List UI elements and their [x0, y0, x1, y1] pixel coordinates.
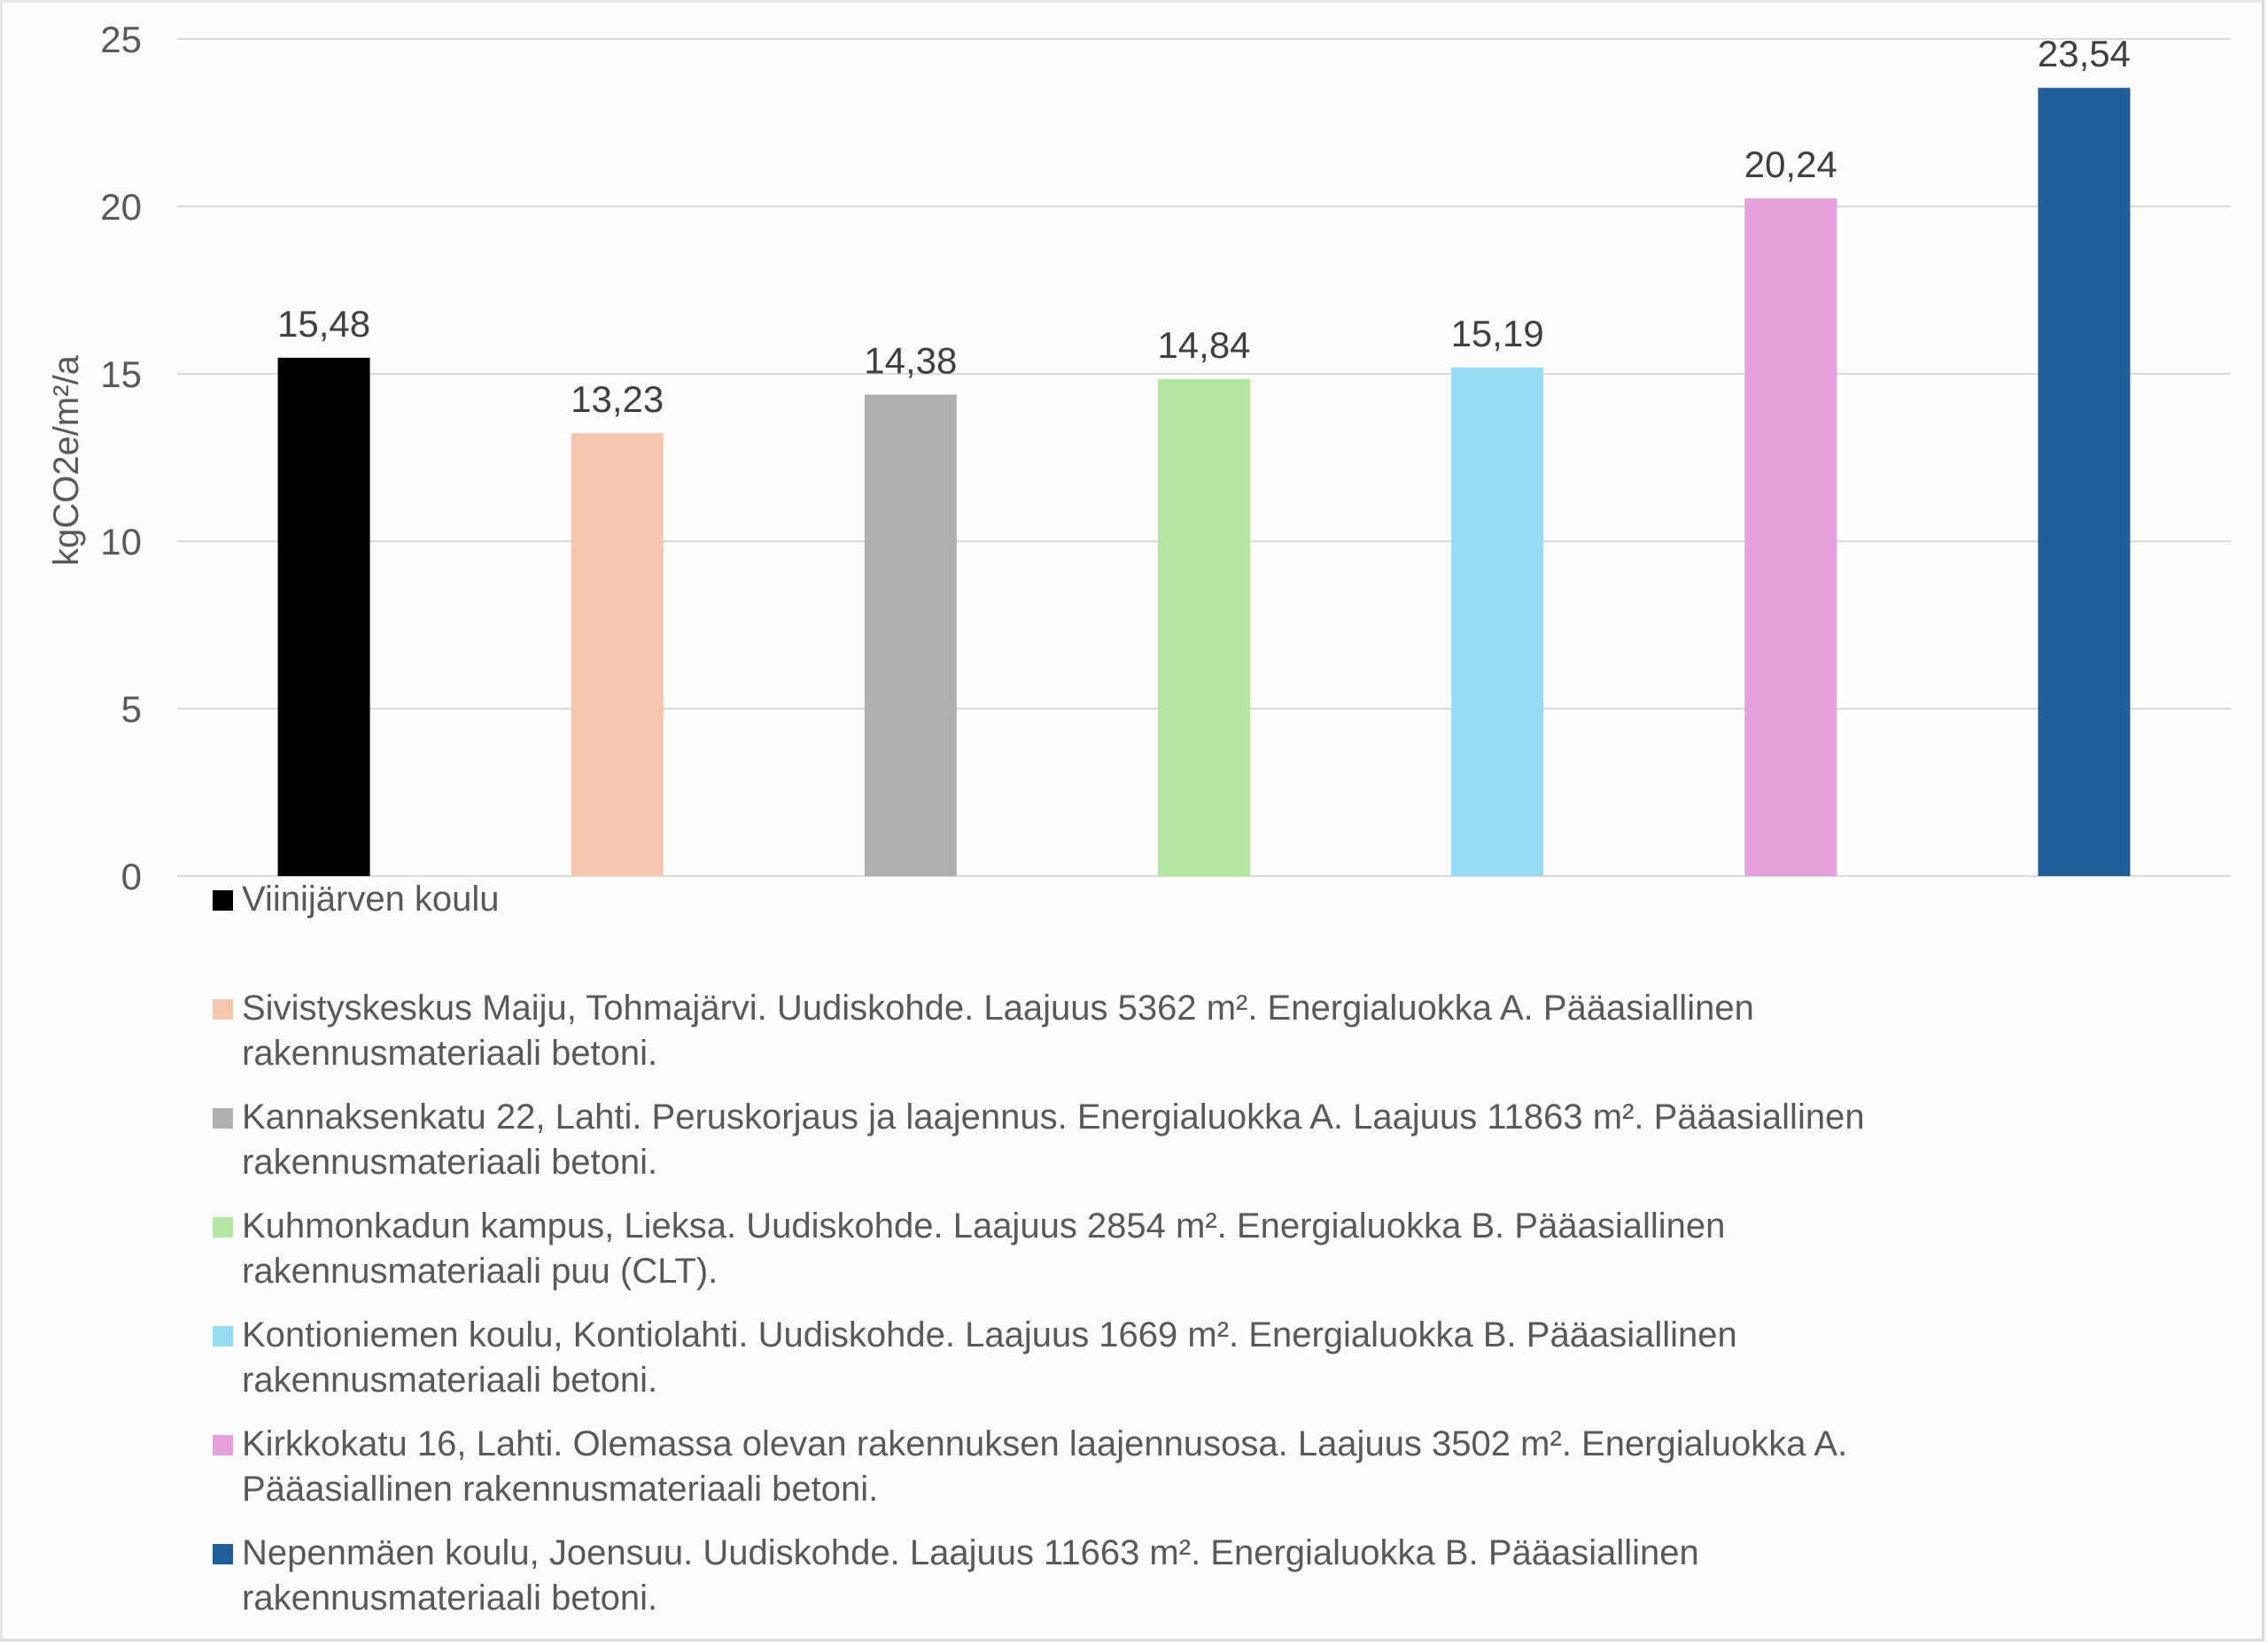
legend-item: Viinijärven koulu	[213, 877, 2206, 922]
legend-label-cont: rakennusmateriaali betoni.	[242, 1579, 658, 1618]
legend-label: Kannaksenkatu 22, Lahti. Peruskorjaus ja…	[242, 1098, 1865, 1137]
y-tick-label: 25	[100, 19, 142, 60]
legend-label: Sivistyskeskus Maiju, Tohmajärvi. Uudisk…	[242, 989, 1754, 1028]
legend-swatch	[213, 999, 233, 1020]
legend-label: Nepenmäen koulu, Joensuu. Uudiskohde. La…	[242, 1533, 1699, 1572]
data-label: 13,23	[571, 378, 664, 420]
bar	[864, 394, 957, 876]
legend-label: Kuhmonkadun kampus, Lieksa. Uudiskohde. …	[242, 1207, 1726, 1245]
bar	[2038, 88, 2131, 877]
bar	[571, 432, 664, 876]
data-label: 15,48	[277, 303, 370, 345]
y-tick-label: 5	[121, 688, 142, 730]
bar	[1744, 198, 1837, 877]
legend-item: Nepenmäen koulu, Joensuu. Uudiskohde. La…	[213, 1531, 2206, 1621]
data-label: 15,19	[1451, 313, 1544, 354]
legend-label-cont: Pääasiallinen rakennusmateriaali betoni.	[242, 1470, 879, 1509]
gridlines	[177, 38, 2231, 877]
legend-item: Kontioniemen koulu, Kontiolahti. Uudisko…	[213, 1313, 2206, 1403]
legend: Viinijärven koulu Sivistyskeskus Maiju, …	[213, 877, 2206, 1640]
legend-swatch	[213, 1326, 233, 1346]
bars	[277, 88, 2131, 877]
legend-swatch	[213, 1544, 233, 1564]
legend-item: Sivistyskeskus Maiju, Tohmajärvi. Uudisk…	[213, 986, 2206, 1076]
legend-swatch	[213, 1435, 233, 1455]
legend-swatch	[213, 1217, 233, 1238]
legend-label-cont: rakennusmateriaali betoni.	[242, 1143, 658, 1182]
legend-label: Kirkkokatu 16, Lahti. Olemassa olevan ra…	[242, 1424, 1848, 1463]
legend-item: Kuhmonkadun kampus, Lieksa. Uudiskohde. …	[213, 1204, 2206, 1294]
legend-label-cont: rakennusmateriaali betoni.	[242, 1361, 658, 1400]
legend-swatch	[213, 890, 233, 911]
legend-item: Kirkkokatu 16, Lahti. Olemassa olevan ra…	[213, 1422, 2206, 1512]
data-label: 20,24	[1744, 144, 1837, 185]
data-label: 14,84	[1157, 324, 1250, 366]
data-label: 14,38	[864, 339, 957, 381]
data-label: 23,54	[2038, 33, 2131, 74]
bar	[1451, 367, 1544, 876]
y-tick-label: 15	[100, 353, 142, 395]
legend-label-cont: rakennusmateriaali betoni.	[242, 1034, 658, 1073]
y-tick-label: 10	[100, 521, 142, 563]
bar	[277, 357, 370, 877]
legend-swatch	[213, 1108, 233, 1129]
legend-label: Viinijärven koulu	[242, 880, 500, 919]
y-axis-title: kgCO2e/m²/a	[47, 354, 86, 566]
y-axis-ticks: 0 5 10 15 20 25	[100, 19, 142, 897]
bar	[1158, 379, 1250, 877]
legend-item: Kannaksenkatu 22, Lahti. Peruskorjaus ja…	[213, 1095, 2206, 1185]
legend-label: Kontioniemen koulu, Kontiolahti. Uudisko…	[242, 1315, 1737, 1354]
y-tick-label: 0	[121, 856, 142, 897]
y-tick-label: 20	[100, 186, 142, 228]
legend-label-cont: rakennusmateriaali puu (CLT).	[242, 1252, 718, 1291]
data-labels: 15,48 13,23 14,38 14,84 15,19 20,24 23,54	[277, 33, 2131, 420]
